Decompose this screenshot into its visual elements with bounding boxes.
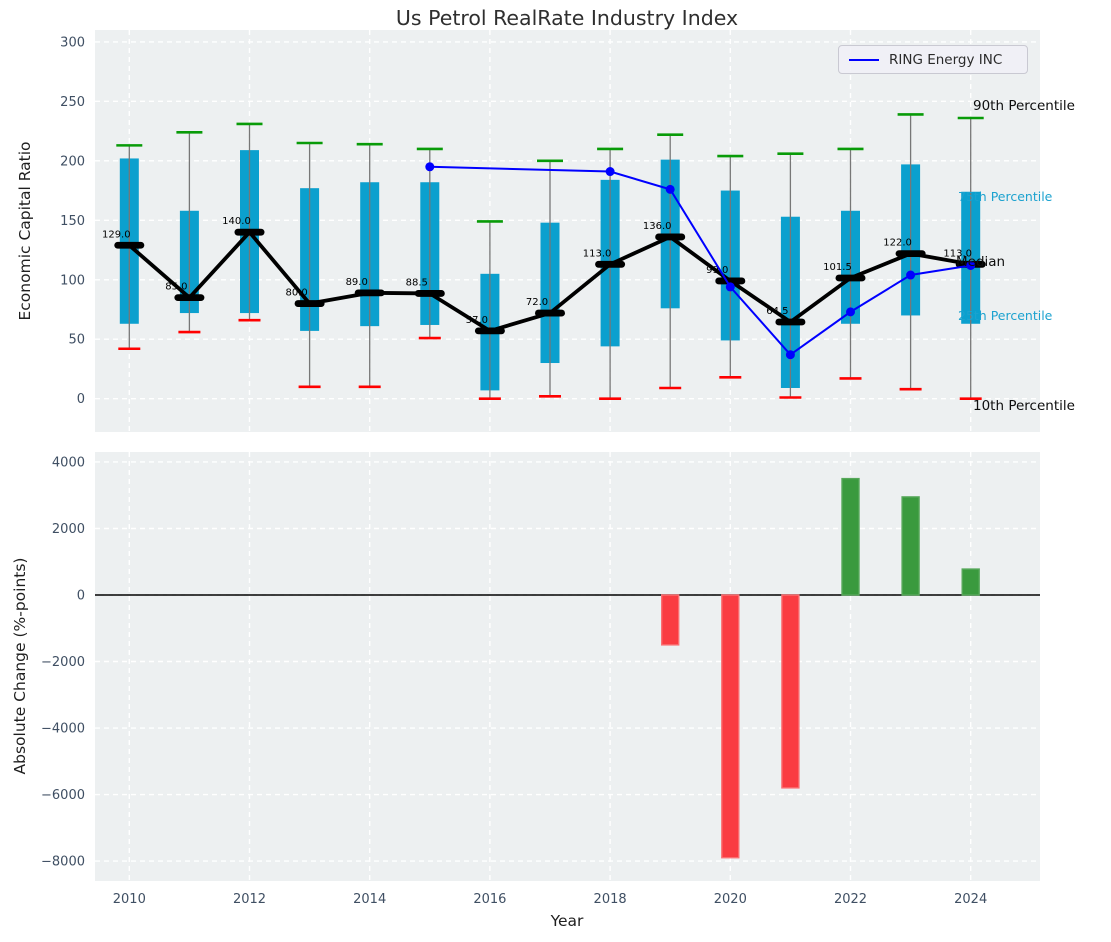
x-tick-label: 2016 — [473, 892, 506, 907]
x-tick-label: 2022 — [834, 892, 867, 907]
median-value-label-2018: 113.0 — [583, 248, 612, 259]
median-marker-2012 — [234, 228, 265, 236]
median-marker-2022 — [835, 274, 866, 282]
median-value-label-2016: 57.0 — [466, 315, 488, 326]
legend-line-sample — [849, 58, 879, 61]
change-bar-2021 — [781, 594, 800, 789]
x-tick-label: 2018 — [594, 892, 627, 907]
legend-label: RING Energy INC — [889, 51, 1003, 68]
series-line — [429, 165, 971, 357]
top-y-tick-label: 200 — [60, 154, 85, 169]
change-bar-2024 — [961, 568, 980, 596]
median-marker-2015 — [414, 290, 445, 297]
top-y-tick-label: 250 — [60, 95, 85, 110]
x-axis-label: Year — [550, 912, 584, 930]
bottom-y-tick-label: −4000 — [41, 722, 85, 737]
median-marker-2020 — [715, 277, 746, 285]
median-value-label-2011: 85.0 — [165, 282, 187, 293]
bottom-y-axis-label: Absolute Change (%-points) — [11, 557, 29, 775]
median-value-label-2013: 80.0 — [285, 288, 307, 299]
median-value-label-2021: 64.5 — [766, 306, 788, 317]
median-marker-2018 — [595, 260, 626, 268]
median-marker-2013 — [294, 300, 325, 307]
median-value-label-2012: 140.0 — [222, 216, 251, 227]
x-tick-label: 2010 — [113, 892, 146, 907]
median-value-label-2017: 72.0 — [526, 297, 548, 308]
median-marker-2019 — [655, 233, 686, 241]
top-y-tick-label: 100 — [60, 273, 85, 288]
change-bar-2022 — [841, 477, 860, 596]
x-tick-label: 2024 — [954, 892, 987, 907]
bottom-y-tick-label: −8000 — [41, 855, 85, 870]
x-tick-label: 2012 — [233, 892, 266, 907]
median-marker-2011 — [174, 294, 205, 302]
bottom-y-tick-label: −6000 — [41, 788, 85, 803]
change-bar-2020 — [721, 594, 740, 859]
series-point-2021 — [785, 350, 795, 360]
bottom-y-tick-label: 2000 — [52, 522, 85, 537]
median-value-label-2015: 88.5 — [406, 277, 428, 288]
bottom-plot-background — [95, 452, 1040, 881]
top-y-tick-label: 50 — [68, 333, 85, 348]
median-value-label-2010: 129.0 — [102, 229, 131, 240]
top-y-tick-label: 150 — [60, 214, 85, 229]
median-value-label-2019: 136.0 — [643, 221, 672, 232]
median-value-label-2024: 113.0 — [943, 248, 972, 259]
series-point-2024 — [966, 260, 976, 270]
series-point-2018 — [605, 167, 615, 177]
top-y-tick-label: 0 — [77, 392, 85, 407]
x-tick-label: 2014 — [353, 892, 386, 907]
median-marker-2010 — [114, 241, 145, 249]
x-tick-label: 2020 — [714, 892, 747, 907]
legend: RING Energy INC — [838, 45, 1028, 74]
median-marker-2016 — [474, 327, 505, 335]
change-bar-2023 — [901, 496, 920, 596]
series-point-2023 — [906, 270, 916, 280]
annotation-25th-percentile: 25th Percentile — [958, 308, 1053, 323]
bottom-y-tick-label: −2000 — [41, 655, 85, 670]
top-y-axis-label: Economic Capital Ratio — [16, 141, 34, 321]
annotation-median: Median — [956, 254, 1006, 270]
chart-title: Us Petrol RealRate Industry Index — [395, 6, 739, 30]
change-bar-2019 — [661, 594, 680, 646]
series-point-2022 — [846, 307, 855, 317]
median-value-label-2022: 101.5 — [823, 262, 852, 273]
annotation-90th-percentile: 90th Percentile — [973, 98, 1075, 114]
series-point-2020 — [725, 282, 735, 292]
annotation-75th-percentile: 75th Percentile — [958, 189, 1053, 204]
median-value-label-2023: 122.0 — [883, 238, 912, 249]
bottom-y-tick-label: 4000 — [52, 455, 85, 470]
median-value-label-2014: 89.0 — [346, 277, 368, 288]
median-marker-2014 — [354, 289, 385, 297]
median-value-label-2020: 99.0 — [706, 265, 728, 276]
median-marker-2017 — [535, 309, 565, 317]
bottom-y-tick-label: 0 — [77, 589, 85, 604]
top-y-tick-label: 300 — [60, 35, 85, 50]
series-point-2019 — [665, 184, 675, 194]
annotation-10th-percentile: 10th Percentile — [973, 398, 1075, 414]
median-marker-2021 — [775, 318, 806, 326]
series-point-2015 — [425, 162, 435, 172]
median-marker-2023 — [895, 250, 926, 257]
